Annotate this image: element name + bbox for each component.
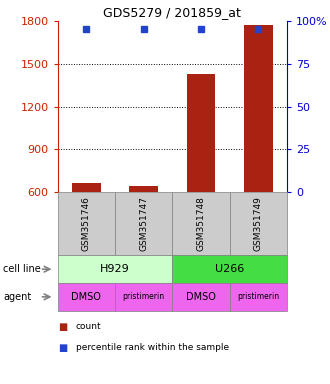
Text: percentile rank within the sample: percentile rank within the sample (76, 343, 229, 352)
Bar (244, 25, 273, 192)
Text: pristimerin: pristimerin (237, 292, 280, 301)
Text: ■: ■ (58, 343, 67, 353)
Text: pristimerin: pristimerin (123, 292, 165, 301)
Text: U266: U266 (215, 264, 245, 274)
Text: H929: H929 (100, 264, 130, 274)
Text: GSM351747: GSM351747 (139, 196, 148, 251)
Bar (129, 186, 158, 192)
Text: cell line: cell line (3, 264, 41, 274)
Text: count: count (76, 322, 102, 331)
Bar (72, 184, 101, 192)
Text: GSM351746: GSM351746 (82, 196, 91, 251)
Text: DMSO: DMSO (186, 292, 216, 302)
Text: agent: agent (3, 292, 32, 302)
Text: DMSO: DMSO (72, 292, 101, 302)
Text: GSM351749: GSM351749 (254, 196, 263, 251)
Text: ■: ■ (58, 322, 67, 332)
Text: GSM351748: GSM351748 (197, 196, 206, 251)
Bar (187, 74, 215, 192)
Title: GDS5279 / 201859_at: GDS5279 / 201859_at (104, 5, 241, 18)
